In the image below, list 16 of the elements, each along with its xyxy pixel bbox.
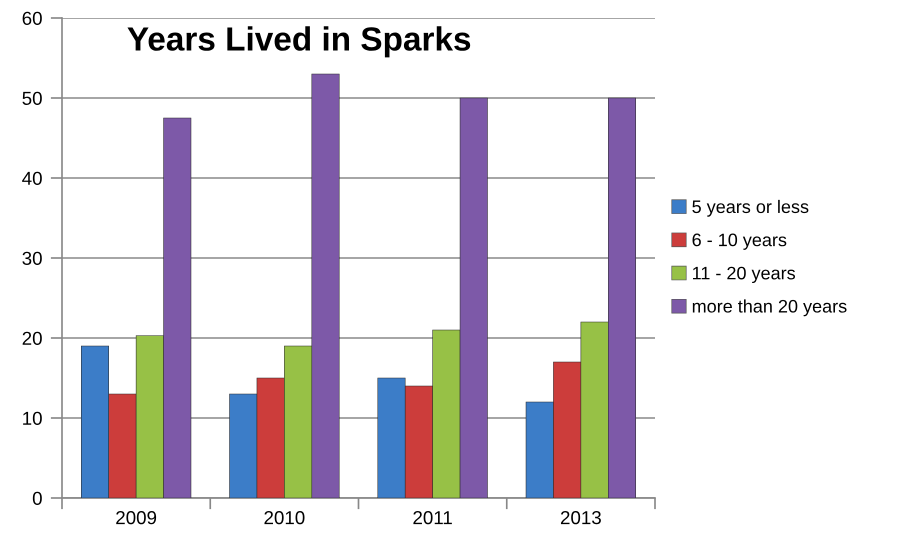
x-tick-label: 2009 xyxy=(116,510,156,524)
legend-label: more than 20 years xyxy=(692,299,847,316)
y-tick-label: 0 xyxy=(32,492,42,505)
y-tick-label: 20 xyxy=(22,332,42,345)
x-tick-label: 2013 xyxy=(560,510,601,524)
y-tick-label: 10 xyxy=(23,412,42,425)
y-tick-label: 30 xyxy=(22,252,42,265)
x-tick-label: 2010 xyxy=(264,510,304,524)
y-tick-label: 60 xyxy=(22,12,42,25)
y-tick-label: 50 xyxy=(22,92,42,105)
legend-label: 11 - 20 years xyxy=(693,266,796,284)
y-tick-label: 40 xyxy=(22,172,42,185)
x-tick-label: 2011 xyxy=(413,510,452,524)
chart-title: Years Lived in Sparks xyxy=(127,26,470,58)
legend-label: 5 years or less xyxy=(692,200,808,217)
legend-label: 6 - 10 years xyxy=(692,234,786,250)
